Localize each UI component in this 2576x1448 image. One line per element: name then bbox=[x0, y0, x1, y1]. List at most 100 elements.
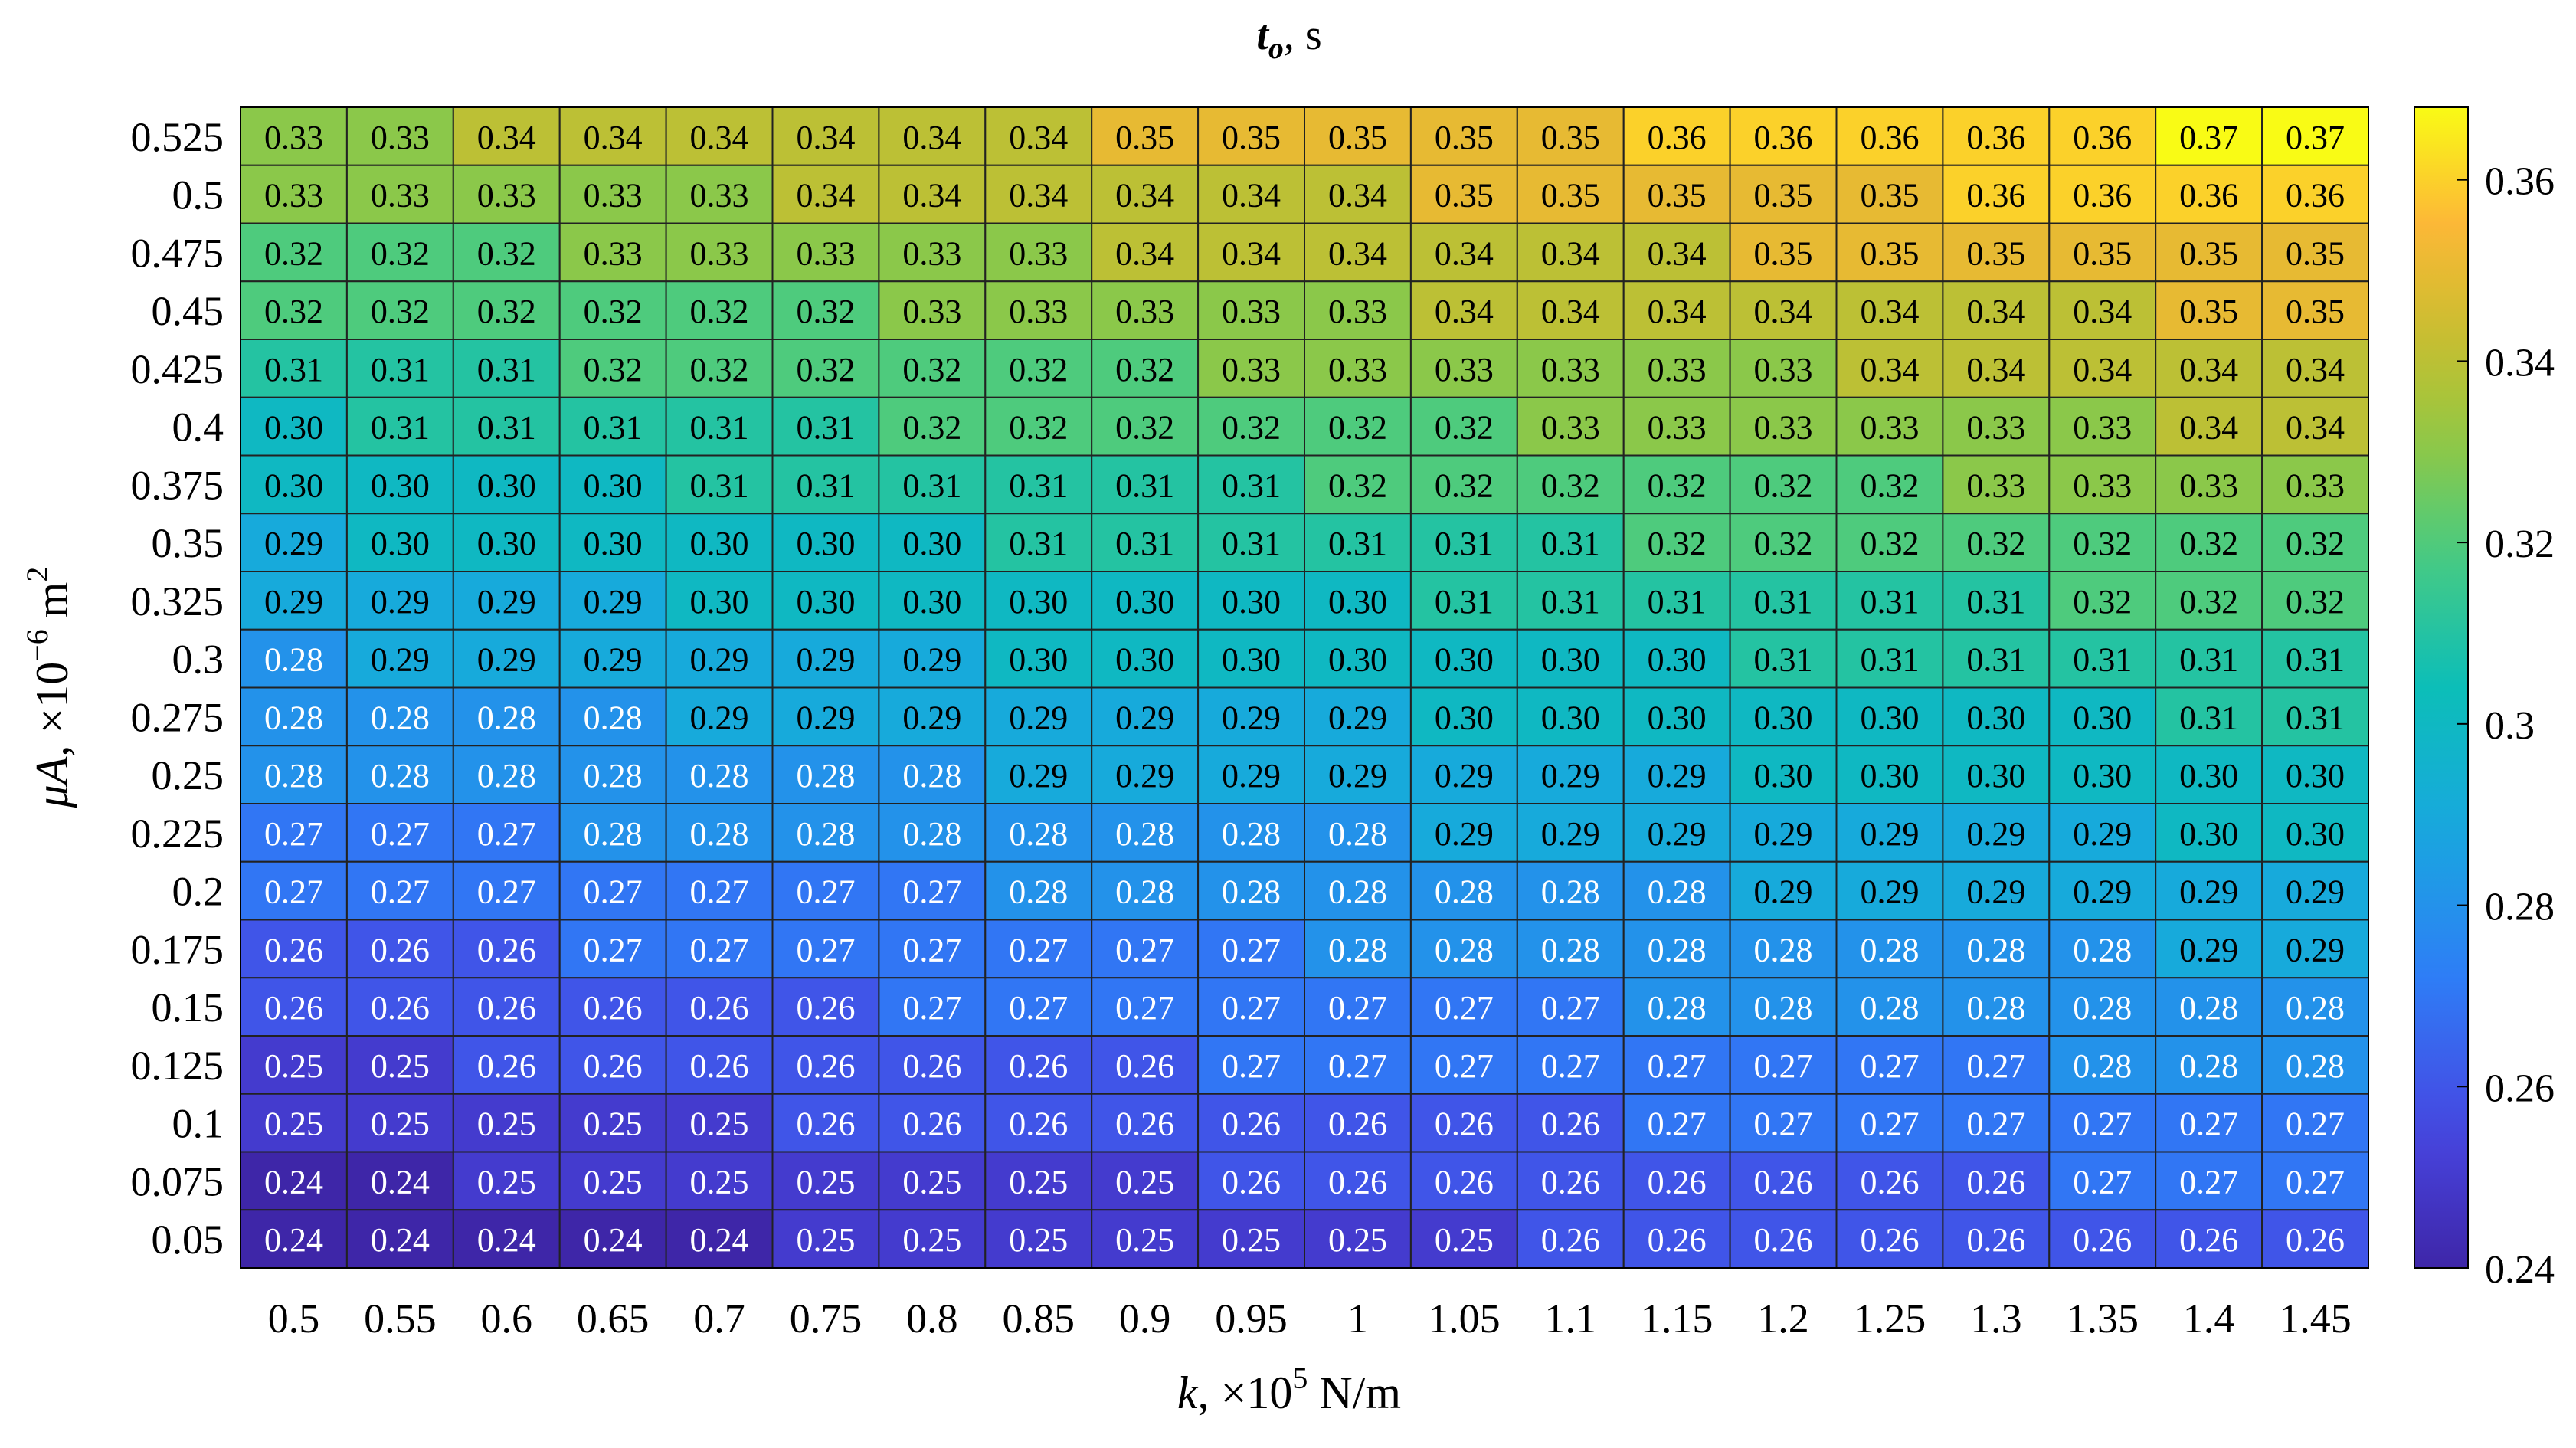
cell-value-label: 0.27 bbox=[2073, 1163, 2132, 1201]
cell-value-label: 0.32 bbox=[1966, 525, 2025, 562]
heatmap-cell bbox=[1197, 222, 1305, 283]
heatmap-cell bbox=[1729, 1209, 1838, 1269]
cell-value-label: 0.28 bbox=[2073, 931, 2132, 968]
cell-value-label: 0.25 bbox=[584, 1163, 643, 1201]
cell-value-label: 0.30 bbox=[1754, 757, 1813, 794]
heatmap-cell bbox=[1197, 513, 1305, 572]
heatmap-cell bbox=[984, 977, 1093, 1037]
cell-value-label: 0.36 bbox=[2179, 177, 2238, 215]
cell-value-label: 0.26 bbox=[584, 1047, 643, 1085]
y-tick-label: 0.2 bbox=[172, 869, 224, 915]
cell-value-label: 0.34 bbox=[1009, 177, 1068, 215]
cell-value-label: 0.28 bbox=[584, 699, 643, 736]
plot-frame bbox=[240, 106, 2369, 1269]
heatmap-cell bbox=[2155, 106, 2263, 166]
cell-value-label: 0.35 bbox=[2286, 234, 2345, 272]
cell-value-label: 0.29 bbox=[1860, 873, 1919, 911]
heatmap-cell bbox=[2261, 1151, 2370, 1211]
heatmap-cell bbox=[665, 977, 774, 1037]
heatmap-cell bbox=[1729, 860, 1838, 921]
cell-value-label: 0.32 bbox=[1115, 351, 1174, 388]
heatmap-cell bbox=[665, 919, 774, 979]
cell-value-label: 0.25 bbox=[796, 1163, 855, 1201]
cell-value-label: 0.34 bbox=[690, 119, 749, 156]
heatmap-cell bbox=[1729, 513, 1838, 572]
cell-value-label: 0.33 bbox=[796, 234, 855, 272]
cell-value-label: 0.34 bbox=[1009, 119, 1068, 156]
cell-value-label: 0.30 bbox=[2179, 757, 2238, 794]
heatmap-cell bbox=[665, 339, 774, 398]
cell-value-label: 0.32 bbox=[2179, 525, 2238, 562]
y-tick-label: 0.15 bbox=[152, 984, 224, 1030]
heatmap-cell bbox=[2261, 1093, 2370, 1153]
cell-value-label: 0.34 bbox=[2179, 409, 2238, 447]
cell-value-label: 0.28 bbox=[2179, 1047, 2238, 1085]
cell-value-label: 0.27 bbox=[1966, 1106, 2025, 1143]
x-tick-label: 0.85 bbox=[1003, 1296, 1075, 1342]
cell-value-label: 0.28 bbox=[1966, 931, 2025, 968]
heatmap-cell bbox=[1304, 803, 1412, 863]
heatmap-cell bbox=[1942, 745, 2051, 804]
heatmap-cell bbox=[2155, 222, 2263, 283]
cell-value-label: 0.30 bbox=[584, 467, 643, 504]
heatmap-cell bbox=[1091, 1035, 1200, 1095]
cell-value-label: 0.34 bbox=[1222, 234, 1281, 272]
heatmap-cell bbox=[984, 396, 1093, 457]
cell-value-label: 0.37 bbox=[2179, 119, 2238, 156]
cell-value-label: 0.27 bbox=[902, 873, 961, 911]
cell-value-label: 0.29 bbox=[2286, 931, 2345, 968]
heatmap-cell bbox=[878, 1209, 987, 1269]
heatmap-cell bbox=[345, 571, 454, 631]
heatmap-cell bbox=[2155, 280, 2263, 340]
cell-value-label: 0.27 bbox=[477, 815, 536, 853]
cell-value-label: 0.34 bbox=[1966, 293, 2025, 330]
x-axis-label: k, ×105 N/m bbox=[1177, 1361, 1401, 1418]
cell-value-label: 0.31 bbox=[1648, 583, 1707, 621]
cell-value-label: 0.26 bbox=[1541, 1163, 1600, 1201]
heatmap-cell bbox=[878, 803, 987, 863]
heatmap-cell bbox=[2048, 803, 2157, 863]
cell-value-label: 0.32 bbox=[1328, 409, 1387, 447]
heatmap-cell bbox=[984, 686, 1093, 747]
heatmap-cell bbox=[1835, 1093, 1944, 1153]
heatmap-cell bbox=[1729, 745, 1838, 804]
cell-value-label: 0.31 bbox=[584, 409, 643, 447]
cell-value-label: 0.27 bbox=[2073, 1106, 2132, 1143]
x-tick-label: 1.4 bbox=[2183, 1296, 2235, 1342]
cell-value-label: 0.34 bbox=[796, 177, 855, 215]
heatmap-cell bbox=[2155, 628, 2263, 689]
cell-value-label: 0.33 bbox=[1541, 351, 1600, 388]
y-tick-label: 0.475 bbox=[131, 230, 224, 276]
heatmap-cell bbox=[878, 222, 987, 283]
heatmap-cell bbox=[771, 1035, 880, 1095]
cell-value-label: 0.26 bbox=[1754, 1221, 1813, 1259]
x-tick-label: 1.25 bbox=[1854, 1296, 1926, 1342]
cell-value-label: 0.34 bbox=[902, 177, 961, 215]
heatmap-cell bbox=[984, 745, 1093, 804]
heatmap-cell bbox=[452, 571, 561, 631]
cell-value-label: 0.28 bbox=[477, 699, 536, 736]
y-tick-label: 0.375 bbox=[131, 462, 224, 508]
cell-value-label: 0.30 bbox=[2286, 757, 2345, 794]
cell-value-label: 0.33 bbox=[902, 293, 961, 330]
cell-value-label: 0.25 bbox=[1115, 1221, 1174, 1259]
heatmap-cell bbox=[1304, 222, 1412, 283]
heatmap-cell bbox=[1835, 977, 1944, 1037]
cell-value-label: 0.30 bbox=[796, 583, 855, 621]
heatmap-cell bbox=[665, 1093, 774, 1153]
cell-value-label: 0.25 bbox=[477, 1163, 536, 1201]
heatmap-cell bbox=[1942, 628, 2051, 689]
heatmap-cell bbox=[345, 513, 454, 572]
cell-value-label: 0.26 bbox=[371, 989, 430, 1027]
cell-value-label: 0.28 bbox=[2286, 989, 2345, 1027]
cell-value-label: 0.26 bbox=[1009, 1106, 1068, 1143]
heatmap-cell bbox=[1409, 1093, 1518, 1153]
heatmap-cell bbox=[1942, 106, 2051, 166]
heatmap-cell bbox=[878, 513, 987, 572]
cell-value-label: 0.27 bbox=[1435, 989, 1494, 1027]
heatmap-cell bbox=[240, 1093, 348, 1153]
cell-value-label: 0.35 bbox=[1754, 234, 1813, 272]
cell-value-label: 0.28 bbox=[1328, 815, 1387, 853]
cell-value-label: 0.32 bbox=[2073, 525, 2132, 562]
cell-value-label: 0.27 bbox=[2286, 1106, 2345, 1143]
